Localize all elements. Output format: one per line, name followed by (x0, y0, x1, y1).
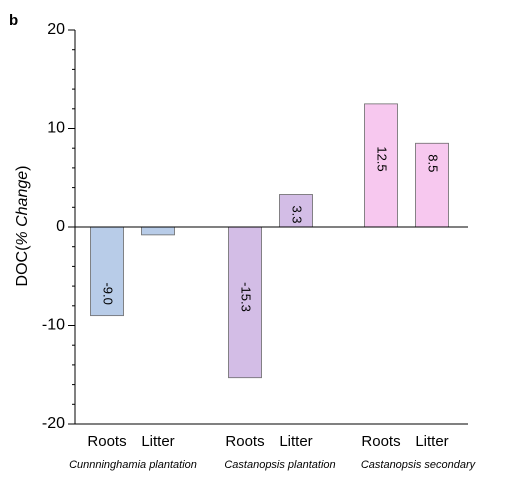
y-tick-label: 10 (47, 120, 65, 137)
bar (228, 226, 262, 379)
data-label: -15.3 (239, 282, 254, 312)
data-label: 8.5 (426, 154, 441, 172)
bar (141, 226, 175, 236)
axis-layer (68, 29, 468, 425)
data-label: -9.0 (101, 282, 116, 304)
category-label: Litter (279, 433, 312, 450)
bar (364, 103, 398, 228)
category-label: Roots (225, 433, 264, 450)
y-axis-label: DOC(% Change) (14, 166, 31, 287)
y-tick-label: -10 (42, 317, 65, 334)
panel-label: b (9, 12, 18, 29)
category-label: Roots (361, 433, 400, 450)
bars-layer (90, 103, 449, 379)
data-label: 3.3 (290, 205, 305, 223)
category-label: Litter (141, 433, 174, 450)
y-tick-label: 20 (47, 21, 65, 38)
category-label: Litter (415, 433, 448, 450)
data-label: 12.5 (375, 146, 390, 171)
group-label: Castanopsis secondary (361, 459, 477, 471)
group-label: Cunnninghamia plantation (69, 459, 197, 471)
bar (90, 226, 124, 317)
label-layer: -9.0 Roots Litter -15.3 Roots 3.3 Litter 12.5 Ro… (42, 21, 477, 471)
y-tick-label: -20 (42, 415, 65, 432)
category-label: Roots (87, 433, 126, 450)
y-tick-label: 0 (56, 218, 65, 235)
group-label: Castanopsis plantation (224, 459, 335, 471)
